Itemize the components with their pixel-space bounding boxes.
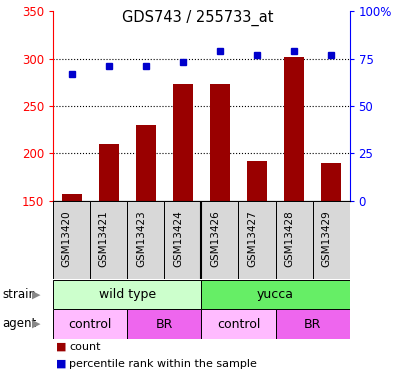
Text: ▶: ▶ [32, 290, 41, 300]
Bar [239, 201, 276, 279]
Text: ■: ■ [56, 359, 66, 369]
Bar [276, 309, 350, 339]
Text: yucca: yucca [257, 288, 294, 301]
Text: BR: BR [304, 318, 321, 330]
Text: count: count [69, 342, 101, 352]
Bar [164, 201, 201, 279]
Bar [201, 309, 276, 339]
Text: agent: agent [2, 318, 36, 330]
Text: BR: BR [156, 318, 173, 330]
Bar [53, 201, 90, 279]
Bar [127, 309, 201, 339]
Text: ▶: ▶ [32, 319, 41, 329]
Bar [62, 194, 82, 201]
Bar [90, 201, 127, 279]
Bar [127, 201, 164, 279]
Bar [173, 84, 193, 201]
Text: GSM13427: GSM13427 [247, 210, 257, 267]
Bar [201, 280, 350, 309]
Bar [312, 201, 350, 279]
Text: wild type: wild type [99, 288, 156, 301]
Bar [53, 280, 201, 309]
Text: control: control [69, 318, 112, 330]
Bar [284, 57, 304, 201]
Text: GSM13421: GSM13421 [99, 210, 109, 267]
Text: GSM13424: GSM13424 [173, 210, 183, 267]
Bar [201, 201, 239, 279]
Text: control: control [217, 318, 260, 330]
Bar [136, 125, 156, 201]
Text: GSM13428: GSM13428 [284, 210, 294, 267]
Text: GSM13429: GSM13429 [321, 210, 331, 267]
Bar [321, 163, 341, 201]
Text: GDS743 / 255733_at: GDS743 / 255733_at [122, 9, 273, 26]
Bar [99, 144, 119, 201]
Text: GSM13423: GSM13423 [136, 210, 146, 267]
Text: GSM13426: GSM13426 [210, 210, 220, 267]
Bar [210, 84, 230, 201]
Text: ■: ■ [56, 342, 66, 352]
Text: strain: strain [2, 288, 36, 301]
Text: GSM13420: GSM13420 [62, 210, 72, 267]
Bar [247, 161, 267, 201]
Bar [276, 201, 312, 279]
Bar [53, 309, 127, 339]
Text: percentile rank within the sample: percentile rank within the sample [69, 359, 257, 369]
